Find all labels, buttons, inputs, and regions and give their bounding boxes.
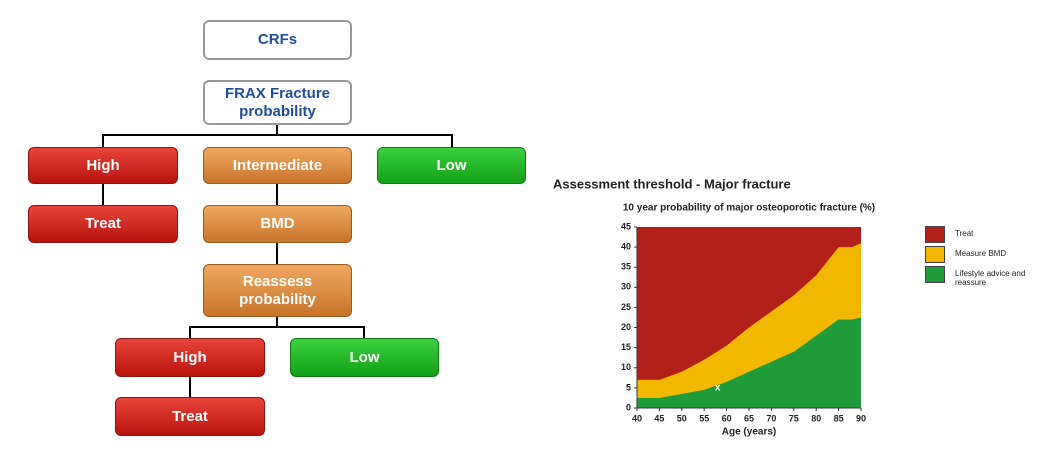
- y-tick-label: 45: [621, 221, 631, 231]
- flow-node: Treat: [115, 397, 265, 436]
- legend-label: Treat: [955, 229, 974, 238]
- flow-node: Reassess probability: [203, 264, 352, 317]
- area: [637, 317, 861, 408]
- x-tick-label: 40: [632, 413, 642, 423]
- x-tick-label: 50: [677, 413, 687, 423]
- point-marker: x: [715, 383, 721, 394]
- legend-item: Measure BMD: [925, 246, 1040, 263]
- legend-label: Measure BMD: [955, 249, 1007, 258]
- flow-node: Low: [377, 147, 526, 184]
- x-tick-label: 75: [789, 413, 799, 423]
- flow-node: FRAX Fracture probability: [203, 80, 352, 125]
- legend-swatch: [925, 266, 945, 283]
- flow-node: High: [115, 338, 265, 377]
- x-tick-label: 70: [766, 413, 776, 423]
- y-tick-label: 25: [621, 302, 631, 312]
- y-tick-label: 5: [626, 382, 631, 392]
- y-tick-label: 30: [621, 282, 631, 292]
- x-axis-label: Age (years): [722, 427, 776, 438]
- chart-title: Assessment threshold - Major fracture: [553, 176, 791, 191]
- legend-swatch: [925, 246, 945, 263]
- legend-item: Lifestyle advice and reassure: [925, 266, 1040, 287]
- flow-node: Treat: [28, 205, 178, 243]
- y-tick-label: 0: [626, 402, 631, 412]
- flow-node: Low: [290, 338, 439, 377]
- x-tick-label: 80: [811, 413, 821, 423]
- x-tick-label: 45: [654, 413, 664, 423]
- flow-node: BMD: [203, 205, 352, 243]
- x-tick-label: 65: [744, 413, 754, 423]
- legend-label: Lifestyle advice and reassure: [955, 269, 1026, 287]
- legend-item: Treat: [925, 226, 1040, 243]
- x-tick-label: 85: [834, 413, 844, 423]
- y-tick-label: 10: [621, 362, 631, 372]
- y-tick-label: 35: [621, 262, 631, 272]
- x-tick-label: 60: [722, 413, 732, 423]
- flow-node: High: [28, 147, 178, 184]
- y-tick-label: 40: [621, 241, 631, 251]
- flow-node: Intermediate: [203, 147, 352, 184]
- x-tick-label: 55: [699, 413, 709, 423]
- legend-swatch: [925, 226, 945, 243]
- chart-subtitle: 10 year probability of major osteoporoti…: [623, 203, 875, 214]
- y-tick-label: 20: [621, 322, 631, 332]
- y-tick-label: 15: [621, 342, 631, 352]
- flow-node: CRFs: [203, 20, 352, 60]
- connectors: [102, 125, 453, 397]
- x-tick-label: 90: [856, 413, 866, 423]
